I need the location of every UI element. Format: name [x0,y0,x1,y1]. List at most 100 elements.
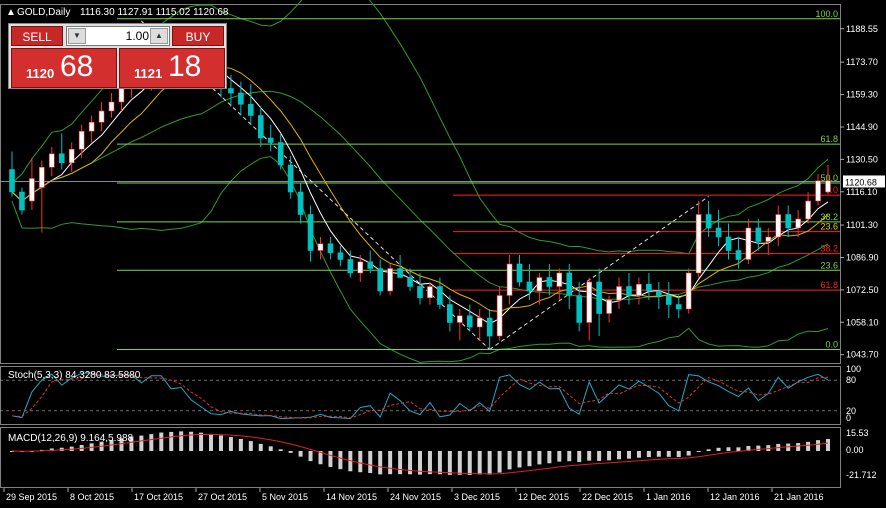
macd-histogram-bar [378,451,383,475]
macd-histogram-bar [209,433,214,451]
price-tick-label: 1043.70 [846,350,879,360]
macd-histogram-bar [388,451,393,475]
candle-body [457,315,463,323]
candle-body [367,261,374,269]
macd-histogram-bar [726,447,731,451]
macd-histogram-bar [368,451,373,473]
macd-histogram-bar [477,451,482,475]
candle-body [546,277,553,287]
date-tick-label: 24 Nov 2015 [390,492,441,502]
macd-histogram-bar [119,438,124,451]
candle-body [665,295,672,305]
lot-size-value[interactable]: 1.00 [125,29,149,43]
candle-body [675,304,682,310]
date-tick-label: 3 Dec 2015 [454,492,500,502]
date-tick-label: 12 Dec 2015 [518,492,569,502]
macd-histogram-bar [139,435,144,451]
candle-body [287,164,294,193]
stoch-axis-label: 80 [846,375,856,385]
lot-size-field[interactable]: ▼ 1.00 ▲ [66,26,170,46]
candle-body [506,263,513,296]
candle-body [626,286,632,296]
candle-body [705,214,712,229]
candle-body [745,227,752,260]
candle-body [118,88,125,103]
price-tick-label: 1173.70 [846,57,878,67]
macd-label: MACD(12,26,9) 9.164,5.988 [8,433,134,444]
candle-body [795,218,801,229]
candle-body [656,290,662,296]
candle-body [49,153,55,168]
candle-body [417,286,423,299]
date-tick-label: 8 Oct 2015 [70,492,114,502]
fib-label-left: 0.0 [825,340,838,350]
candle-body [228,88,234,94]
macd-histogram-bar [159,432,164,451]
fibonacci-levels: 100.061.850.038.223.60.00.023.638.261.8 [0,9,840,350]
macd-histogram-bar [537,451,542,465]
macd-histogram-bar [666,451,671,457]
candle-body [556,272,563,287]
candle-body [566,272,573,296]
stoch-signal-line [11,373,829,419]
bb-lower [11,156,829,363]
stoch-label: Stoch(5,3,3) 84.3280 83.5880 [8,370,141,381]
macd-pane: 15.53 0.00 -21.712 [10,428,877,480]
date-tick-label: 5 Nov 2015 [262,492,308,502]
candle-body [297,191,304,215]
stoch-axis-label: 0 [846,413,851,423]
macd-histogram-bar [756,445,761,451]
candle-body [646,283,652,292]
macd-histogram-bar [746,445,751,451]
buy-button[interactable]: BUY [172,26,224,46]
macd-histogram-bar [328,451,333,467]
candle-body [825,180,831,193]
fib-label-left: 23.6 [820,260,838,270]
stoch-main-line [11,372,829,420]
candle-body [387,268,393,292]
candle-body [785,214,791,229]
candle-body [407,277,413,287]
macd-histogram-bar [567,451,572,462]
candle-body [248,103,254,116]
candle-body [636,283,642,296]
macd-histogram-bar [278,449,283,451]
macd-histogram-bar [796,442,801,451]
candle-body [775,214,782,238]
sell-button[interactable]: SELL [11,26,63,46]
macd-histogram-bar [527,451,532,467]
candle-body [725,236,732,251]
macd-histogram-bar [109,440,114,451]
candle-body [347,259,354,274]
macd-histogram-bar [467,451,472,475]
macd-histogram-bar [288,451,293,453]
price-tick-label: 1144.90 [846,122,878,132]
macd-histogram-bar [129,436,134,451]
macd-pane-frame [0,427,841,488]
date-tick-label: 27 Oct 2015 [198,492,247,502]
lot-increase-icon[interactable]: ▲ [150,28,168,44]
fib-label-right: 38.2 [820,244,838,254]
price-tick-label: 1101.30 [846,220,878,230]
macd-histogram-bar [676,451,681,458]
sell-price-button[interactable]: 1120 68 [11,48,117,88]
candle-body [337,252,344,260]
current-price-box [843,175,885,188]
candle-body [9,169,15,193]
macd-histogram-bar [169,431,174,451]
price-tick-label: 1116.10 [846,187,877,197]
candle-body [466,315,473,328]
candle-body [267,137,274,143]
macd-histogram-bar [686,451,691,456]
candle-body [496,295,503,337]
main-pane-frame [0,4,841,364]
candle-body [327,243,334,254]
macd-histogram-bar [806,441,811,451]
buy-price-button[interactable]: 1121 18 [119,48,225,88]
macd-histogram-bar [696,451,701,452]
bid-price-pips: 68 [60,50,94,83]
symbol-marker-icon: ▲ [6,7,16,18]
macd-histogram-bar [298,451,303,457]
lot-decrease-icon[interactable]: ▼ [68,28,86,44]
